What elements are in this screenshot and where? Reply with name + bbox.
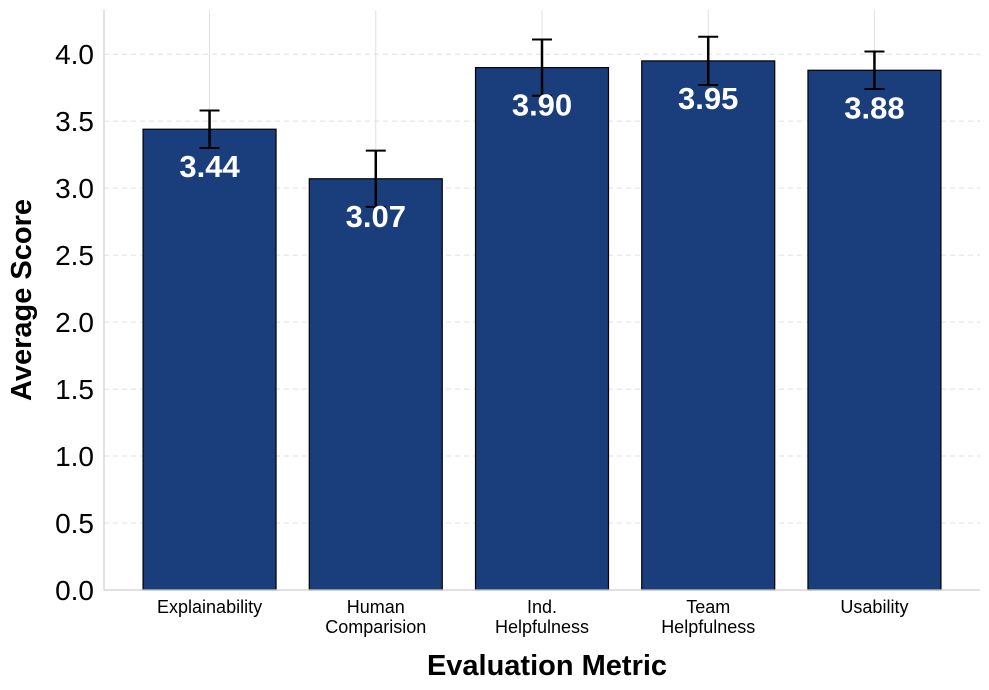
x-tick-label-line: Explainability — [157, 597, 262, 617]
y-tick-label: 3.5 — [55, 106, 94, 137]
x-tick-label: Usability — [840, 597, 908, 617]
x-tick-label-line: Helpfulness — [495, 617, 589, 637]
x-tick-label: Ind. Helpfulness — [495, 597, 589, 637]
bar — [308, 178, 443, 591]
tick-label-layer: 0.0 0.5 1.0 1.5 2.0 2.5 3.0 3.5 4.0 — [55, 39, 94, 606]
bar — [807, 69, 942, 591]
value-label-layer: 3.44 3.07 3.90 3.95 3.88 — [179, 81, 904, 234]
y-tick-label: 0.5 — [55, 508, 94, 539]
bar-value-label: 3.90 — [512, 88, 572, 123]
bar — [142, 128, 277, 591]
axis-layer — [103, 10, 980, 591]
x-tick-label-line: Human — [347, 597, 405, 617]
x-axis-title: Evaluation Metric — [427, 650, 667, 682]
y-tick-label: 1.5 — [55, 374, 94, 405]
y-tick-label: 3.0 — [55, 173, 94, 204]
bar — [474, 66, 610, 591]
bar-value-label: 3.88 — [844, 90, 904, 125]
x-tick-label-line: Helpfulness — [661, 617, 755, 637]
x-tick-label-line: Comparision — [325, 617, 426, 637]
x-tick-label: Human Comparision — [325, 597, 426, 637]
y-tick-label: 1.0 — [55, 441, 94, 472]
x-tick-label-line: Team — [686, 597, 730, 617]
bar — [641, 60, 776, 591]
x-tick-label-line: Usability — [840, 597, 908, 617]
bar-layer — [142, 60, 942, 591]
y-tick-label: 2.0 — [55, 307, 94, 338]
bar-value-label: 3.07 — [346, 199, 406, 234]
y-axis-title: Average Score — [6, 199, 38, 401]
x-tick-label: Explainability — [157, 597, 262, 617]
error-bar-layer — [199, 35, 885, 208]
bar-value-label: 3.44 — [179, 149, 240, 184]
bar-value-label: 3.95 — [678, 81, 738, 116]
y-tick-label: 4.0 — [55, 39, 94, 70]
y-tick-label: 2.5 — [55, 240, 94, 271]
x-tick-label-line: Ind. — [527, 597, 557, 617]
y-tick-label: 0.0 — [55, 575, 94, 606]
x-tick-label: Team Helpfulness — [661, 597, 755, 637]
